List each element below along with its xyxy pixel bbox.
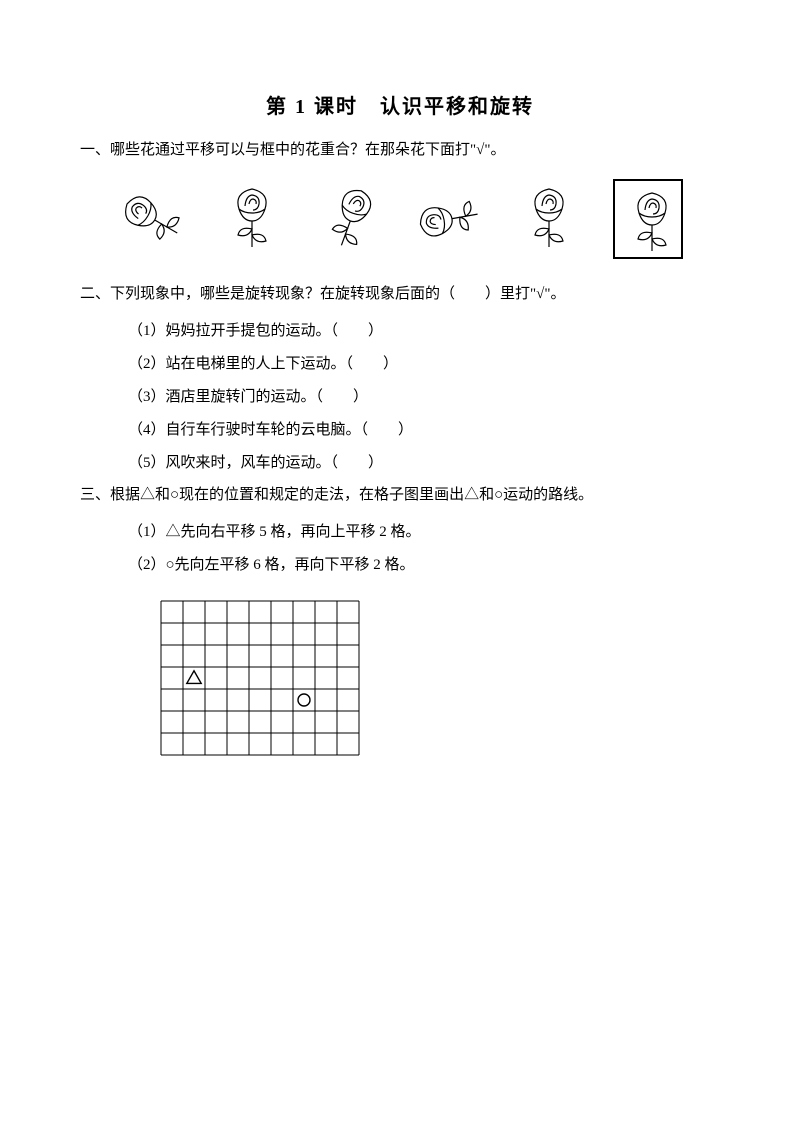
q3-grid-container xyxy=(80,582,720,756)
q3-grid xyxy=(160,600,360,756)
q2-item-3: （3）酒店里旋转门的运动。（ ） xyxy=(128,381,720,414)
q1-prompt: 一、哪些花通过平移可以与框中的花重合？在那朵花下面打"√"。 xyxy=(80,135,720,165)
q2-item-2: （2）站在电梯里的人上下运动。（ ） xyxy=(128,348,720,381)
q1-flowers xyxy=(80,171,720,279)
q3-items: （1）△先向右平移 5 格，再向上平移 2 格。（2）○先向左平移 6 格，再向… xyxy=(80,516,720,582)
flower-2 xyxy=(217,179,287,259)
q2-prompt: 二、下列现象中，哪些是旋转现象？在旋转现象后面的（ ）里打"√"。 xyxy=(80,279,720,309)
circle-shape xyxy=(298,694,310,706)
flower-3 xyxy=(316,179,386,259)
flower-5 xyxy=(514,179,584,259)
q2-item-5: （5）风吹来时，风车的运动。（ ） xyxy=(128,447,720,480)
q2-item-4: （4）自行车行驶时车轮的云电脑。（ ） xyxy=(128,414,720,447)
triangle-shape xyxy=(187,671,201,684)
q3-item-1: （1）△先向右平移 5 格，再向上平移 2 格。 xyxy=(128,516,720,549)
q2-items: （1）妈妈拉开手提包的运动。（ ）（2）站在电梯里的人上下运动。（ ）（3）酒店… xyxy=(80,315,720,480)
q3-item-2: （2）○先向左平移 6 格，再向下平移 2 格。 xyxy=(128,549,720,582)
page-title: 第 1 课时 认识平移和旋转 xyxy=(80,90,720,119)
flower-4 xyxy=(415,179,485,259)
q2-item-1: （1）妈妈拉开手提包的运动。（ ） xyxy=(128,315,720,348)
flower-1 xyxy=(118,179,188,259)
flower-6 xyxy=(613,179,683,259)
q3-prompt: 三、根据△和○现在的位置和规定的走法，在格子图里画出△和○运动的路线。 xyxy=(80,480,720,510)
